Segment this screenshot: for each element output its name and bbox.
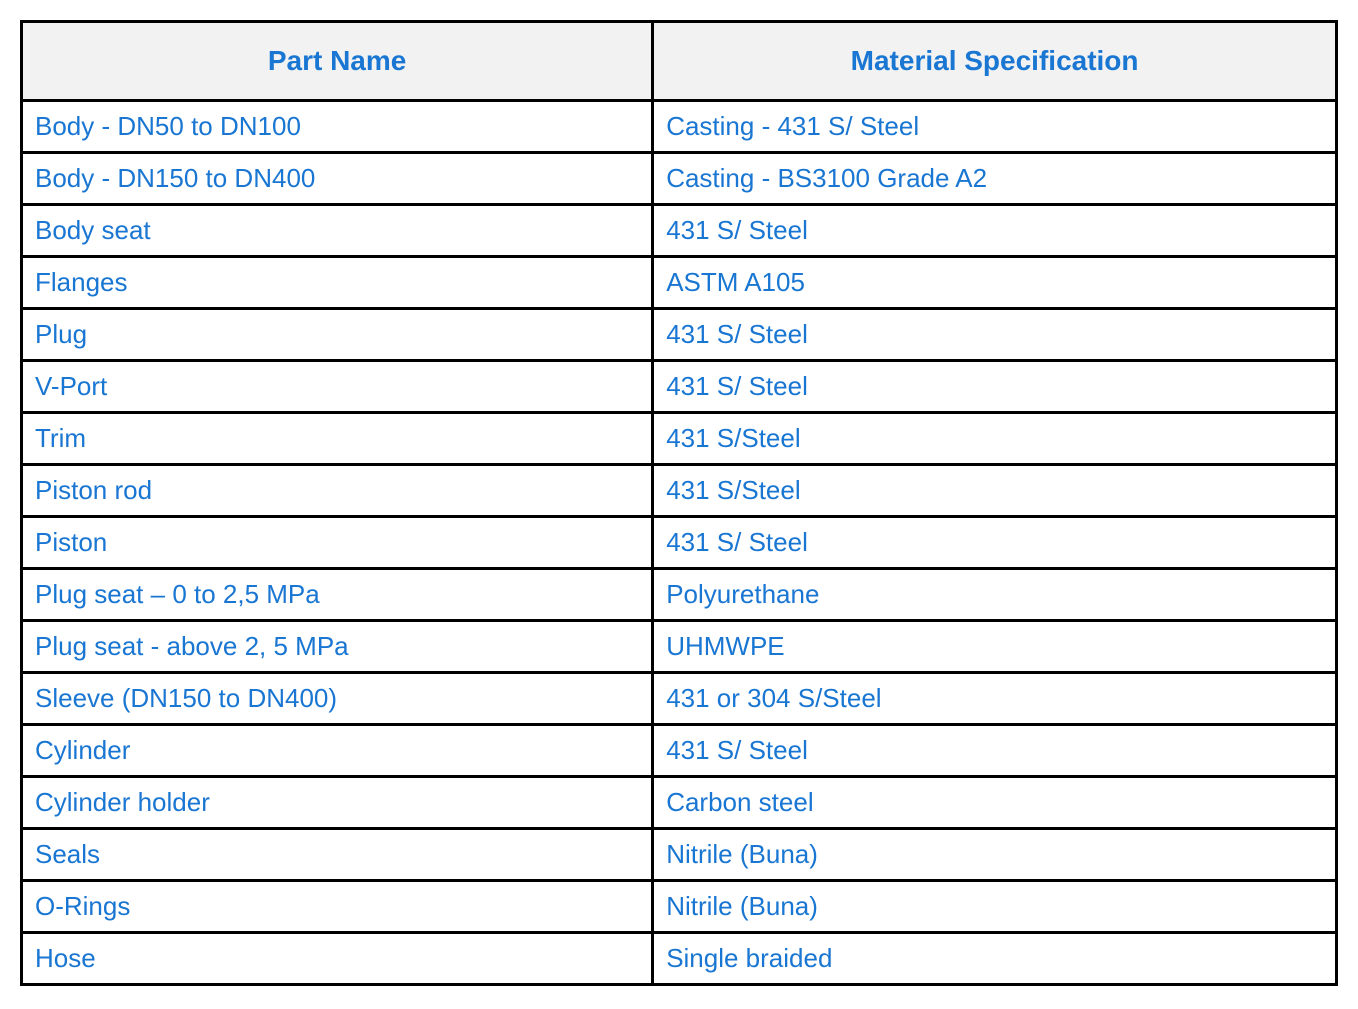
cell-part-name: Seals bbox=[22, 829, 653, 881]
cell-material-spec: 431 S/ Steel bbox=[653, 725, 1337, 777]
table-row: Body - DN150 to DN400Casting - BS3100 Gr… bbox=[22, 153, 1337, 205]
table-row: HoseSingle braided bbox=[22, 933, 1337, 985]
header-part-name: Part Name bbox=[22, 22, 653, 101]
cell-part-name: Hose bbox=[22, 933, 653, 985]
table-row: Sleeve (DN150 to DN400)431 or 304 S/Stee… bbox=[22, 673, 1337, 725]
cell-part-name: Piston bbox=[22, 517, 653, 569]
cell-material-spec: Carbon steel bbox=[653, 777, 1337, 829]
cell-material-spec: Single braided bbox=[653, 933, 1337, 985]
table-row: SealsNitrile (Buna) bbox=[22, 829, 1337, 881]
cell-part-name: Plug bbox=[22, 309, 653, 361]
cell-material-spec: Casting - 431 S/ Steel bbox=[653, 101, 1337, 153]
table-row: Plug seat - above 2, 5 MPaUHMWPE bbox=[22, 621, 1337, 673]
table-row: Trim431 S/Steel bbox=[22, 413, 1337, 465]
table-row: V-Port431 S/ Steel bbox=[22, 361, 1337, 413]
header-material-spec: Material Specification bbox=[653, 22, 1337, 101]
cell-material-spec: 431 S/ Steel bbox=[653, 309, 1337, 361]
cell-part-name: O-Rings bbox=[22, 881, 653, 933]
table-row: Cylinder holderCarbon steel bbox=[22, 777, 1337, 829]
table-row: Cylinder431 S/ Steel bbox=[22, 725, 1337, 777]
table-row: O-RingsNitrile (Buna) bbox=[22, 881, 1337, 933]
cell-material-spec: Casting - BS3100 Grade A2 bbox=[653, 153, 1337, 205]
table-row: Body - DN50 to DN100Casting - 431 S/ Ste… bbox=[22, 101, 1337, 153]
cell-part-name: Plug seat - above 2, 5 MPa bbox=[22, 621, 653, 673]
cell-material-spec: 431 S/Steel bbox=[653, 465, 1337, 517]
cell-material-spec: ASTM A105 bbox=[653, 257, 1337, 309]
cell-part-name: Trim bbox=[22, 413, 653, 465]
cell-material-spec: Polyurethane bbox=[653, 569, 1337, 621]
cell-material-spec: UHMWPE bbox=[653, 621, 1337, 673]
cell-part-name: Flanges bbox=[22, 257, 653, 309]
cell-part-name: Plug seat – 0 to 2,5 MPa bbox=[22, 569, 653, 621]
cell-part-name: Body - DN150 to DN400 bbox=[22, 153, 653, 205]
cell-part-name: Body - DN50 to DN100 bbox=[22, 101, 653, 153]
table-body: Body - DN50 to DN100Casting - 431 S/ Ste… bbox=[22, 101, 1337, 985]
cell-material-spec: 431 S/ Steel bbox=[653, 205, 1337, 257]
cell-material-spec: 431 S/ Steel bbox=[653, 361, 1337, 413]
table-row: Plug seat – 0 to 2,5 MPaPolyurethane bbox=[22, 569, 1337, 621]
table-row: FlangesASTM A105 bbox=[22, 257, 1337, 309]
table-row: Body seat431 S/ Steel bbox=[22, 205, 1337, 257]
table-row: Piston rod431 S/Steel bbox=[22, 465, 1337, 517]
cell-material-spec: Nitrile (Buna) bbox=[653, 829, 1337, 881]
cell-part-name: Cylinder holder bbox=[22, 777, 653, 829]
cell-part-name: Piston rod bbox=[22, 465, 653, 517]
cell-part-name: Sleeve (DN150 to DN400) bbox=[22, 673, 653, 725]
cell-part-name: Body seat bbox=[22, 205, 653, 257]
table-header: Part Name Material Specification bbox=[22, 22, 1337, 101]
cell-part-name: V-Port bbox=[22, 361, 653, 413]
cell-material-spec: 431 or 304 S/Steel bbox=[653, 673, 1337, 725]
material-spec-table: Part Name Material Specification Body - … bbox=[20, 20, 1338, 986]
cell-material-spec: Nitrile (Buna) bbox=[653, 881, 1337, 933]
cell-material-spec: 431 S/Steel bbox=[653, 413, 1337, 465]
table-row: Plug431 S/ Steel bbox=[22, 309, 1337, 361]
cell-part-name: Cylinder bbox=[22, 725, 653, 777]
table-row: Piston431 S/ Steel bbox=[22, 517, 1337, 569]
cell-material-spec: 431 S/ Steel bbox=[653, 517, 1337, 569]
